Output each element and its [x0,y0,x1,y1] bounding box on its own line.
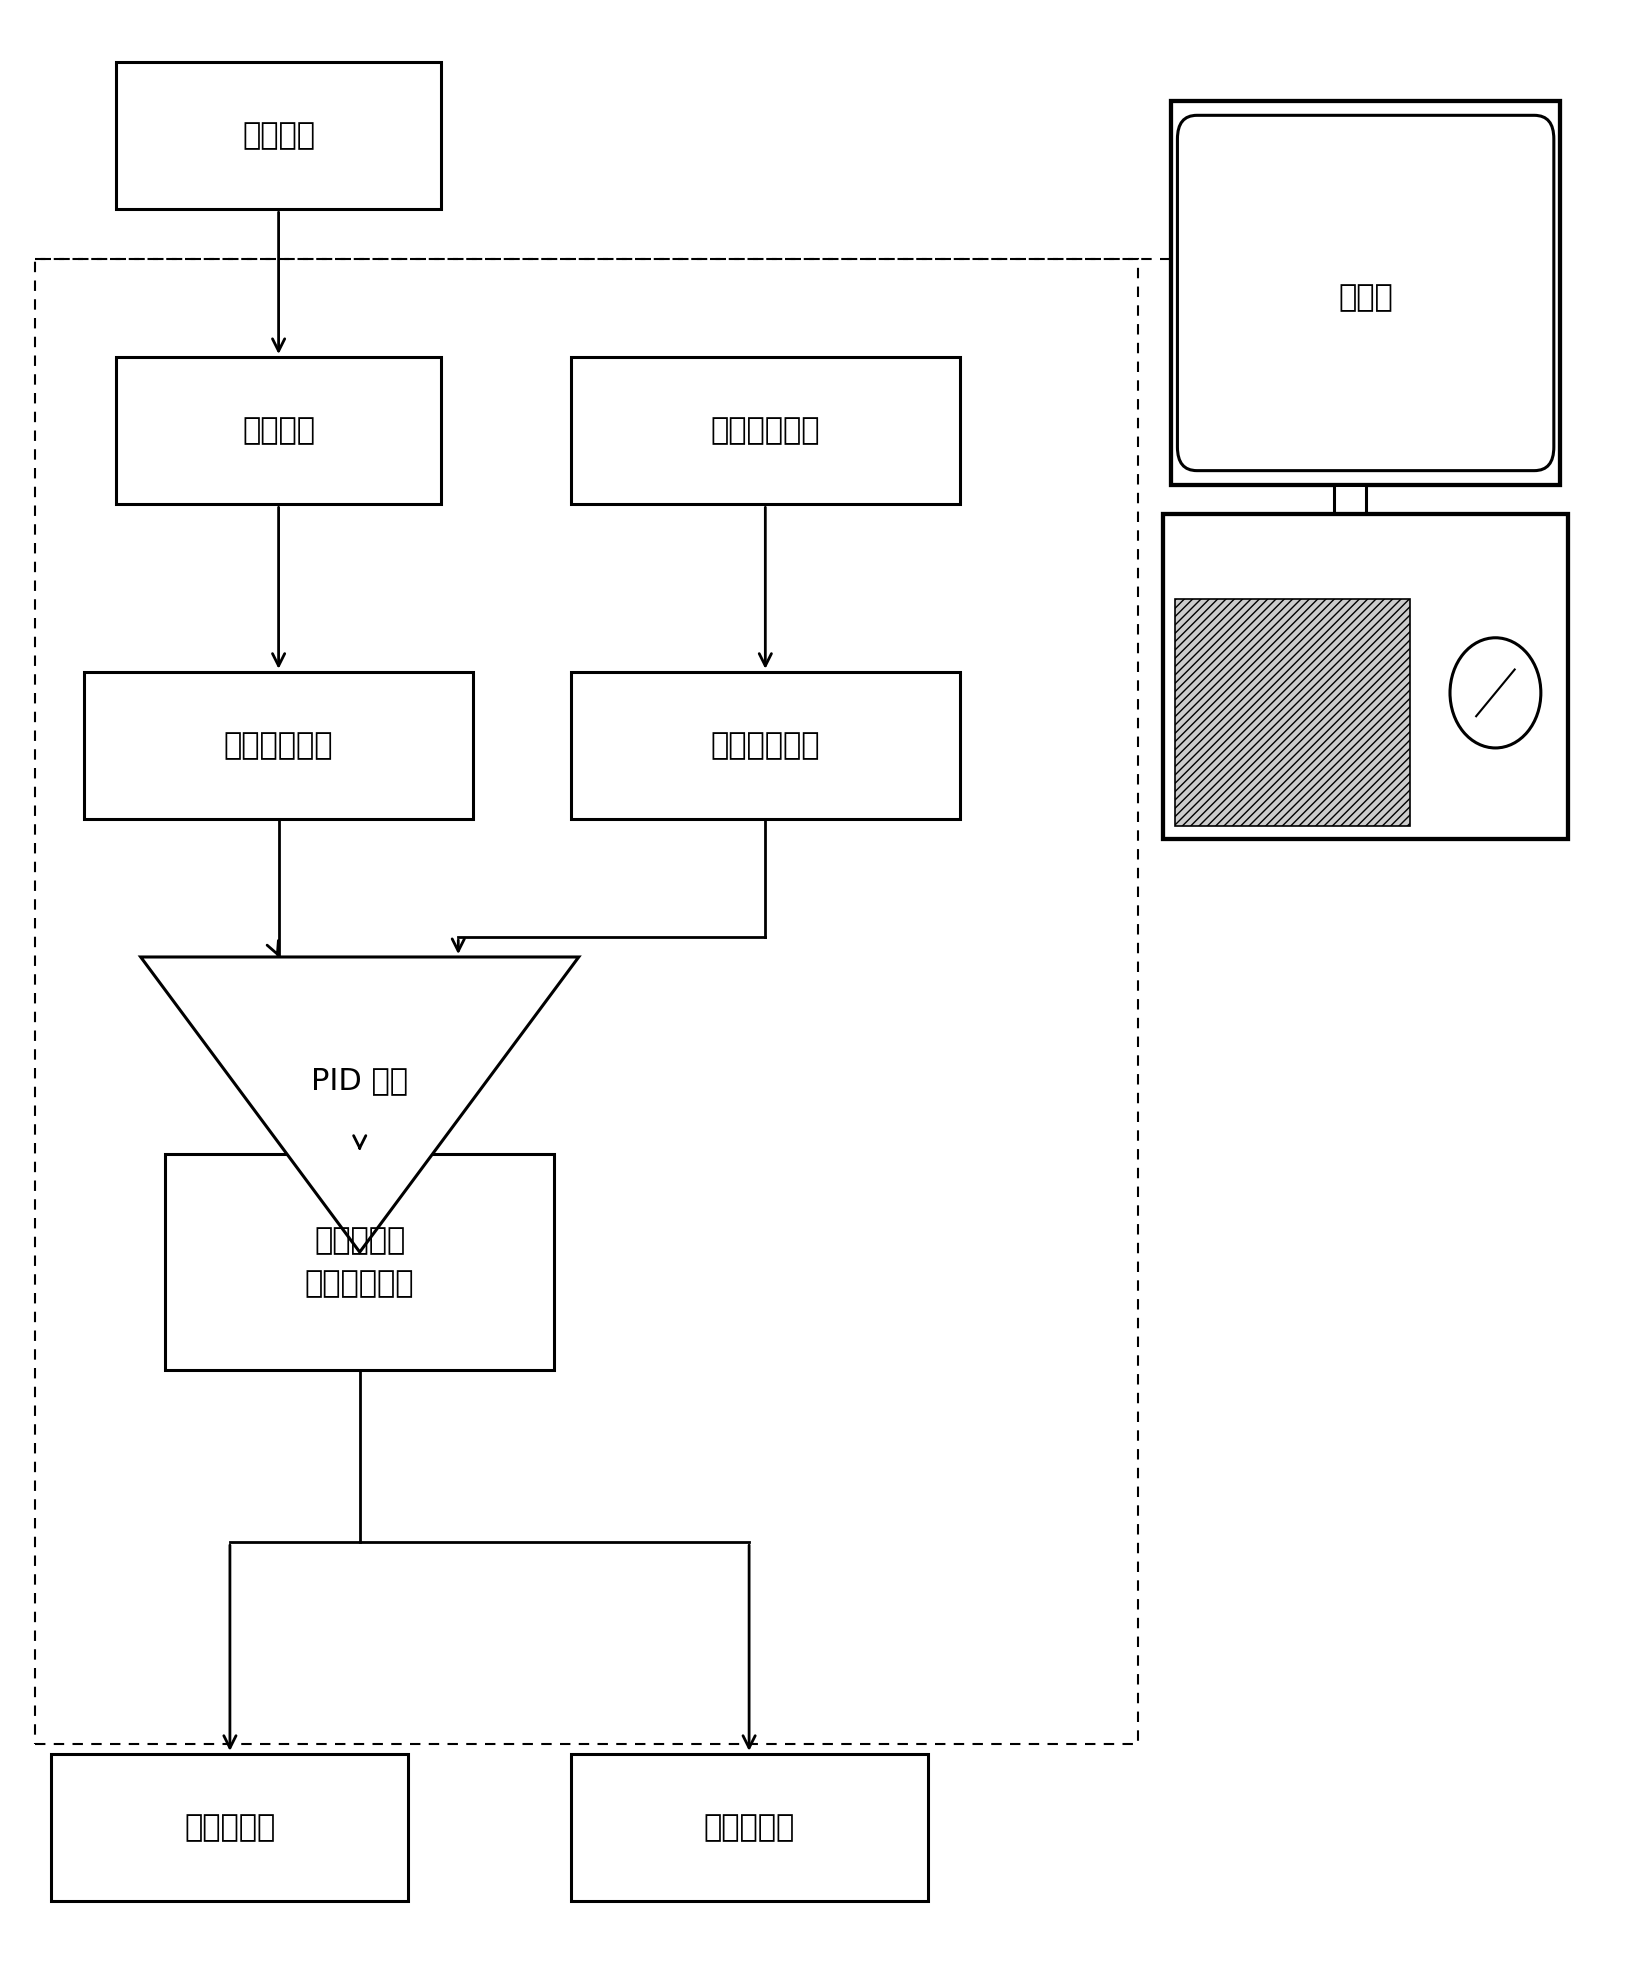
Bar [52,1754,409,1902]
Bar [116,357,441,505]
Text: PID 运算: PID 运算 [311,1067,409,1095]
Text: 成像系统: 成像系统 [243,120,316,150]
Text: 晶体形状设定: 晶体形状设定 [710,416,821,446]
Text: 实测晶体直径: 实测晶体直径 [223,730,334,760]
Bar [36,258,1138,1744]
Bar [164,1154,555,1369]
Text: 电机控制器: 电机控制器 [184,1813,275,1843]
FancyBboxPatch shape [1177,114,1553,472]
Bar [85,671,474,819]
Bar [571,671,961,819]
Bar [1162,515,1568,839]
Text: 计算机: 计算机 [1338,284,1394,312]
Text: 晶体直径设定: 晶体直径设定 [710,730,821,760]
Text: 图像处理: 图像处理 [243,416,316,446]
Text: 温度控制器: 温度控制器 [703,1813,794,1843]
Bar [1335,485,1366,545]
Bar [116,61,441,209]
Bar [571,1754,928,1902]
Text: 温度控制值
或拉速控制值: 温度控制值 或拉速控制值 [304,1225,415,1298]
Polygon shape [140,957,578,1253]
Circle shape [1451,637,1540,748]
Bar [571,357,961,505]
Bar [1171,101,1560,485]
Bar [1175,598,1410,827]
